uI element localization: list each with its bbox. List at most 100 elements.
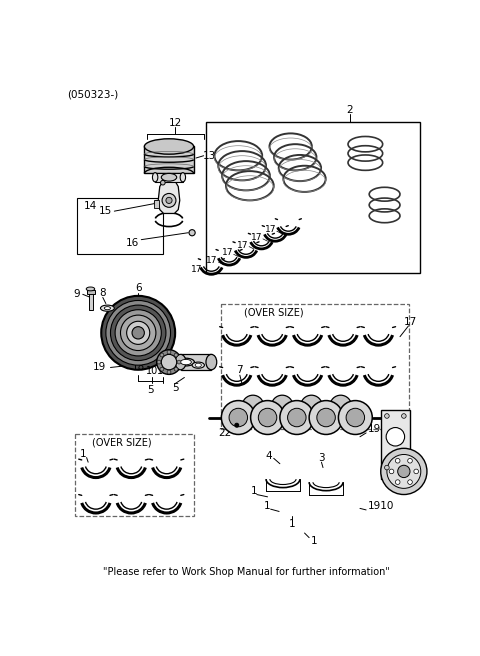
- Circle shape: [162, 194, 176, 207]
- Bar: [77, 198, 163, 253]
- Circle shape: [115, 310, 161, 356]
- Circle shape: [167, 370, 171, 374]
- Ellipse shape: [180, 359, 192, 365]
- Text: 10: 10: [146, 366, 158, 377]
- Circle shape: [288, 408, 306, 427]
- Bar: [144, 146, 193, 173]
- Circle shape: [106, 300, 170, 365]
- Text: 8: 8: [99, 288, 106, 298]
- Text: 22: 22: [218, 428, 232, 438]
- Ellipse shape: [104, 306, 110, 310]
- Circle shape: [381, 448, 427, 495]
- Ellipse shape: [192, 362, 204, 368]
- Text: 1: 1: [264, 501, 271, 511]
- Circle shape: [280, 401, 314, 434]
- Circle shape: [384, 414, 389, 419]
- Circle shape: [242, 395, 264, 417]
- Text: 11: 11: [156, 366, 169, 377]
- Circle shape: [174, 353, 178, 357]
- Circle shape: [127, 321, 150, 344]
- Text: (OVER SIZE): (OVER SIZE): [92, 438, 152, 448]
- Bar: [180, 354, 211, 370]
- Text: 15: 15: [99, 206, 112, 216]
- Circle shape: [155, 200, 159, 205]
- Circle shape: [120, 315, 156, 350]
- Text: 9: 9: [73, 289, 80, 299]
- Circle shape: [384, 465, 389, 470]
- Circle shape: [132, 327, 144, 339]
- Polygon shape: [158, 177, 180, 213]
- Circle shape: [408, 480, 412, 484]
- Bar: [155, 200, 159, 208]
- Text: 17: 17: [251, 233, 263, 242]
- Circle shape: [346, 408, 365, 427]
- Text: 1910: 1910: [368, 424, 394, 434]
- Text: 13: 13: [203, 151, 216, 161]
- Circle shape: [402, 414, 406, 419]
- Bar: [75, 434, 194, 516]
- Ellipse shape: [178, 358, 194, 366]
- Circle shape: [408, 459, 412, 463]
- Text: 19: 19: [93, 363, 107, 373]
- Ellipse shape: [100, 305, 114, 311]
- Circle shape: [389, 469, 394, 474]
- Text: 3: 3: [318, 453, 325, 462]
- Circle shape: [300, 395, 322, 417]
- Circle shape: [167, 350, 171, 354]
- Circle shape: [387, 455, 421, 488]
- Text: 17: 17: [265, 225, 276, 234]
- Text: 5: 5: [172, 383, 179, 393]
- Circle shape: [166, 197, 172, 203]
- Circle shape: [160, 180, 165, 185]
- Ellipse shape: [144, 139, 193, 154]
- Ellipse shape: [180, 173, 186, 182]
- Circle shape: [235, 423, 239, 427]
- Text: 20: 20: [410, 466, 423, 476]
- Circle shape: [101, 296, 175, 370]
- Circle shape: [221, 401, 255, 434]
- Circle shape: [251, 401, 285, 434]
- Bar: [155, 173, 183, 182]
- Circle shape: [161, 354, 177, 370]
- Text: "Please refer to Work Shop Manual for further information": "Please refer to Work Shop Manual for fu…: [103, 567, 389, 577]
- Circle shape: [177, 360, 181, 364]
- Text: 1: 1: [80, 449, 86, 459]
- Circle shape: [258, 408, 277, 427]
- Text: 4: 4: [266, 451, 273, 461]
- Bar: [206, 122, 420, 273]
- Bar: [89, 293, 93, 310]
- Ellipse shape: [175, 354, 186, 370]
- Text: 12: 12: [168, 117, 182, 128]
- Text: 1: 1: [311, 536, 317, 546]
- Bar: [86, 290, 95, 295]
- Text: 5: 5: [147, 385, 154, 395]
- Circle shape: [156, 350, 181, 375]
- Ellipse shape: [206, 354, 217, 370]
- Circle shape: [189, 230, 195, 236]
- Circle shape: [402, 465, 406, 470]
- Circle shape: [330, 395, 351, 417]
- Circle shape: [398, 465, 410, 478]
- Ellipse shape: [86, 287, 95, 291]
- Text: (OVER SIZE): (OVER SIZE): [244, 308, 303, 318]
- Text: 17: 17: [403, 317, 417, 327]
- Circle shape: [160, 353, 164, 357]
- Bar: [221, 304, 409, 429]
- Circle shape: [229, 408, 248, 427]
- Circle shape: [174, 367, 178, 371]
- Text: (050323-): (050323-): [67, 89, 119, 100]
- Circle shape: [309, 401, 343, 434]
- Circle shape: [386, 428, 405, 446]
- Ellipse shape: [153, 173, 158, 182]
- Bar: [381, 410, 410, 479]
- Text: 14: 14: [84, 201, 97, 211]
- Ellipse shape: [161, 173, 177, 181]
- Text: 6: 6: [135, 283, 142, 293]
- Circle shape: [338, 401, 372, 434]
- Circle shape: [110, 305, 166, 361]
- Text: 2: 2: [347, 104, 353, 115]
- Text: 18: 18: [132, 363, 145, 373]
- Text: 17: 17: [206, 256, 218, 265]
- Text: 1: 1: [289, 519, 296, 529]
- Text: 17: 17: [222, 248, 233, 257]
